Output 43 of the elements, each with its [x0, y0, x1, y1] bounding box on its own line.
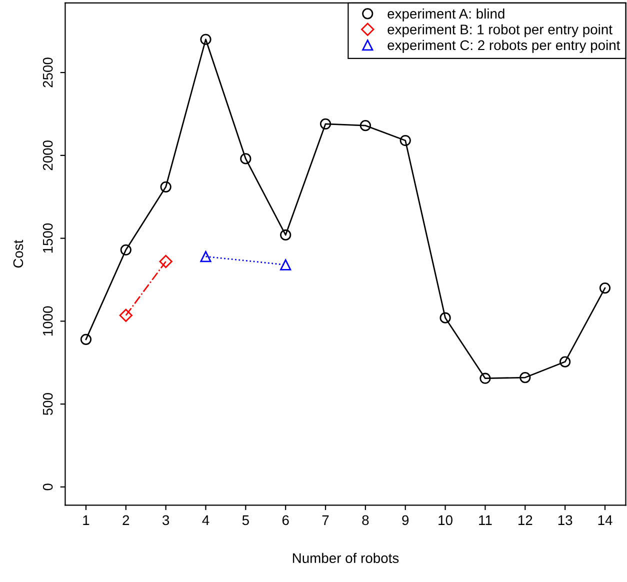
point — [280, 259, 292, 270]
point — [240, 153, 252, 164]
point — [599, 282, 611, 294]
point — [520, 372, 531, 384]
point — [159, 254, 172, 268]
x-tick-label: 12 — [518, 515, 532, 525]
point — [120, 244, 132, 256]
legend-label: experiment B: 1 robot per entry point — [388, 24, 612, 38]
x-tick-label: 3 — [162, 515, 170, 526]
point — [200, 34, 212, 45]
x-tick-label: 11 — [479, 515, 492, 525]
x-tick-label: 7 — [322, 515, 329, 525]
point — [80, 334, 92, 345]
x-tick-label: 2 — [122, 515, 130, 525]
x-tick-label: 13 — [558, 515, 572, 526]
x-tick-label: 14 — [598, 515, 612, 525]
point — [360, 120, 371, 132]
y-tick-label: 1500 — [42, 223, 53, 253]
x-tick-label: 1 — [83, 515, 90, 525]
point — [200, 250, 212, 262]
legend-label: experiment C: 2 robots per entry point — [388, 40, 620, 53]
point — [440, 312, 451, 324]
y-tick-label: 1000 — [42, 306, 53, 336]
point — [560, 356, 571, 368]
x-axis-title: Number of robots — [292, 552, 399, 564]
x-tick-label: 5 — [242, 515, 249, 526]
x-tick-label: 6 — [282, 515, 289, 526]
y-tick-label: 2500 — [42, 58, 53, 88]
point — [160, 181, 172, 192]
y-tick-label: 500 — [42, 393, 53, 416]
y-tick-label: 0 — [42, 484, 53, 490]
y-tick-label: 2000 — [42, 140, 53, 170]
legend-label: experiment A: blind — [388, 8, 504, 22]
x-tick-label: 4 — [202, 515, 210, 525]
x-tick-label: 8 — [362, 515, 369, 526]
point — [480, 372, 491, 384]
point — [119, 308, 132, 322]
x-tick-label: 10 — [438, 515, 452, 526]
point — [400, 134, 411, 146]
point — [320, 118, 332, 130]
point — [280, 229, 292, 241]
x-tick-label: 9 — [402, 515, 409, 526]
y-axis-title: Cost — [13, 240, 24, 268]
